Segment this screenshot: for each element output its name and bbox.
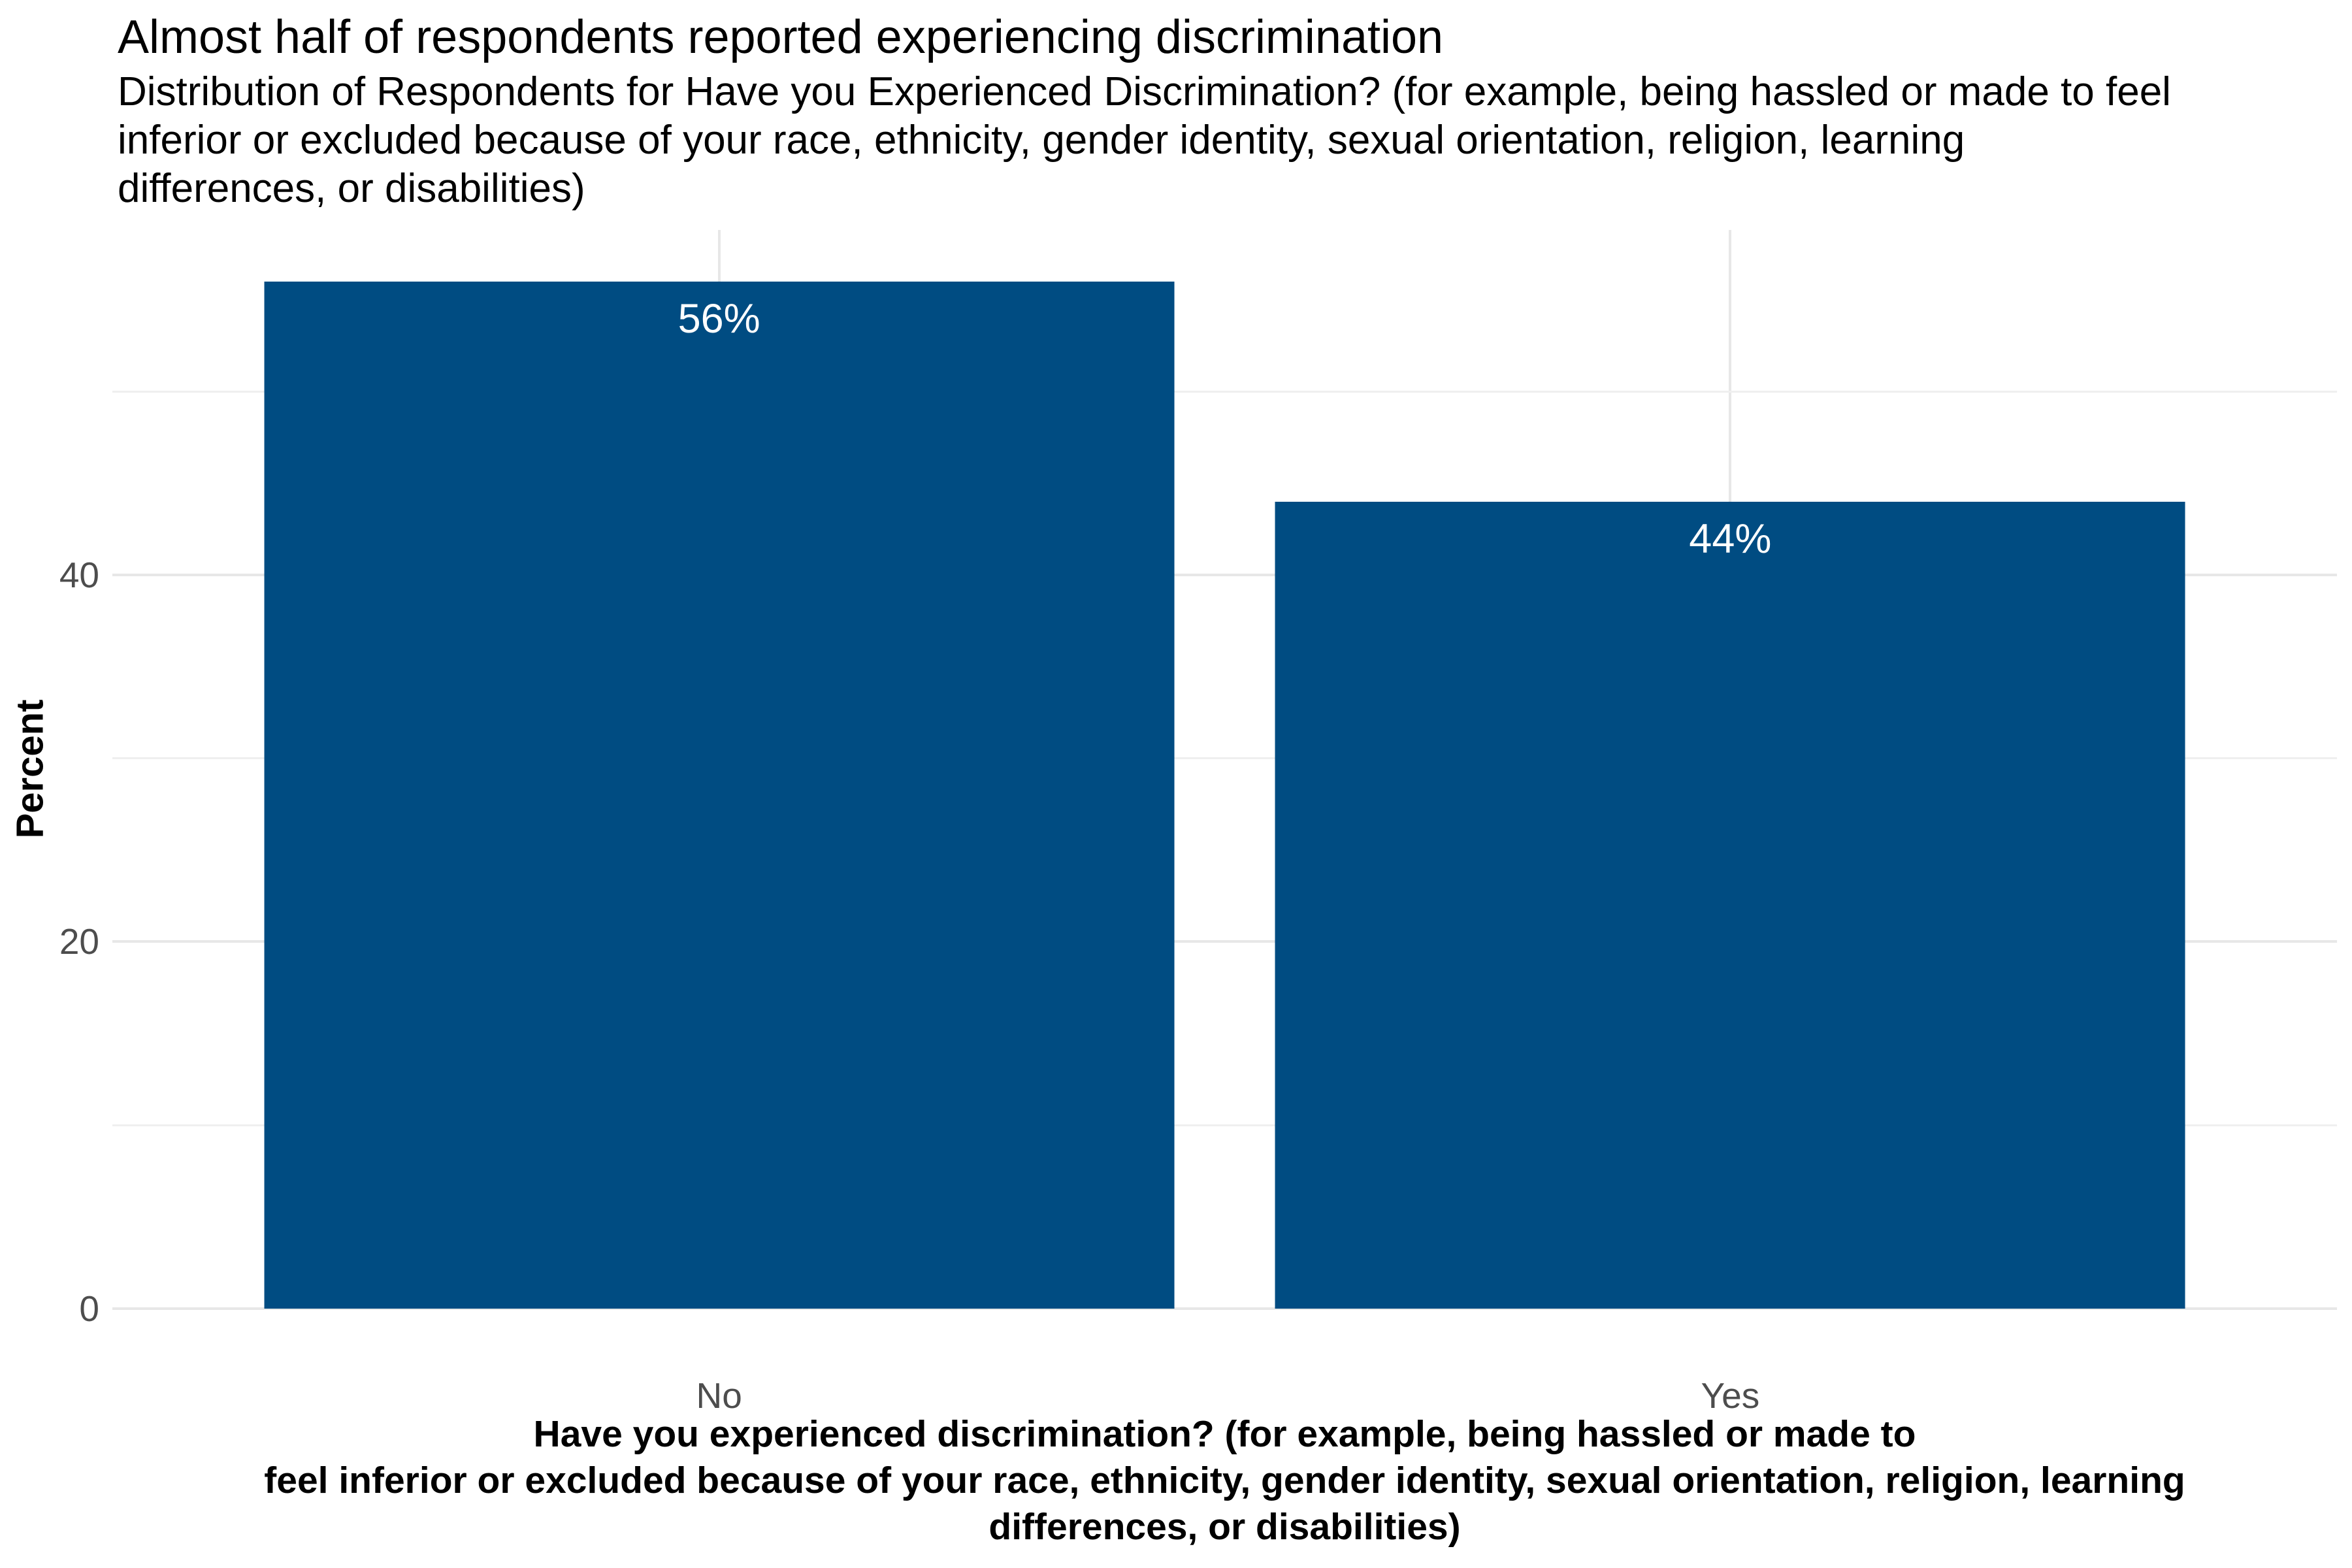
chart-subtitle: Distribution of Respondents for Have you…	[118, 69, 2171, 211]
y-tick-label: 20	[59, 921, 99, 962]
chart-title: Almost half of respondents reported expe…	[118, 11, 1444, 63]
x-tick-label-yes: Yes	[1701, 1375, 1760, 1416]
x-tick-label-no: No	[696, 1375, 742, 1416]
minor-gridline	[112, 390, 2337, 393]
plot-panel: 56% 44%	[112, 230, 2337, 1310]
bar-value-label: 44%	[1689, 515, 1772, 562]
minor-gridline	[112, 757, 2337, 760]
y-tick-label: 40	[59, 554, 99, 595]
bar-no: 56%	[264, 281, 1175, 1309]
major-gridline	[112, 573, 2337, 576]
major-gridline	[112, 940, 2337, 943]
y-tick-label: 0	[79, 1288, 99, 1329]
y-axis-title: Percent	[8, 699, 52, 839]
x-axis-title: Have you experienced discrimination? (fo…	[264, 1413, 2185, 1548]
bar-yes: 44%	[1275, 501, 2185, 1309]
major-gridline	[112, 1307, 2337, 1310]
bar-value-label: 56%	[678, 295, 760, 342]
minor-gridline	[112, 1124, 2337, 1126]
